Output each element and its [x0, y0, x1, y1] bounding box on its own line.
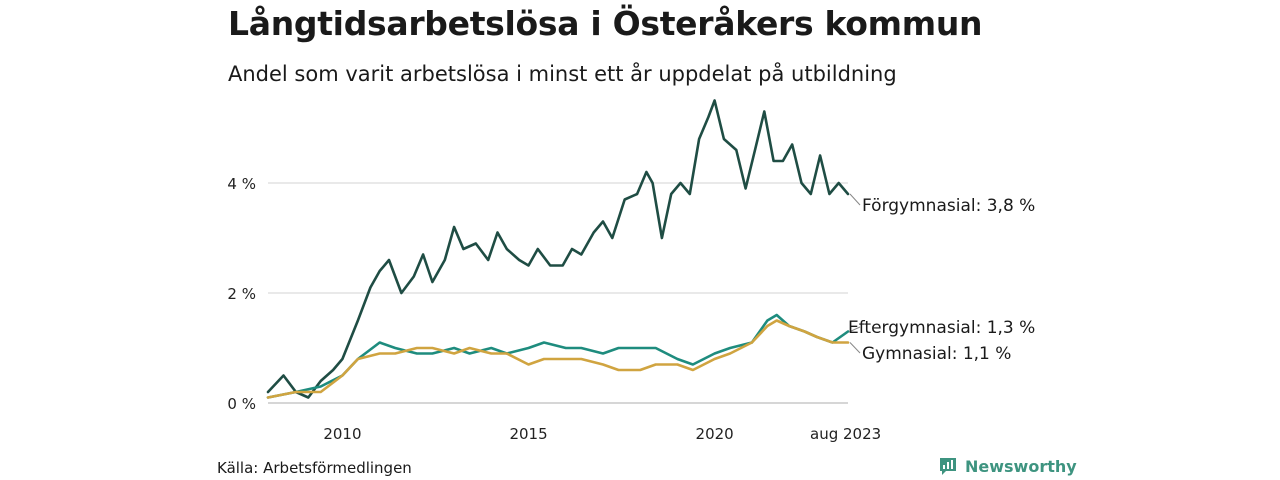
label-leader	[849, 326, 861, 332]
chart-subtitle: Andel som varit arbetslösa i minst ett å…	[228, 62, 897, 86]
series-line-förgymnasial	[266, 99, 850, 399]
series-end-label: Eftergymnasial: 1,3 %	[848, 318, 1035, 338]
series-end-label: Förgymnasial: 3,8 %	[862, 196, 1035, 216]
y-tick-label: 2 %	[227, 285, 256, 303]
y-tick-label: 0 %	[227, 395, 256, 413]
newsworthy-logo-icon	[940, 458, 956, 475]
label-leader	[849, 193, 861, 206]
x-tick-label: 2020	[696, 425, 734, 443]
series-lines	[266, 99, 850, 399]
series-end-labels: Förgymnasial: 3,8 % Eftergymnasial: 1,3 %…	[848, 193, 1035, 364]
brand-logo: Newsworthy	[938, 456, 1077, 476]
source-note: Källa: Arbetsförmedlingen	[217, 459, 412, 477]
x-axis-labels: 2010 2015 2020 aug 2023	[323, 425, 881, 443]
brand-name: Newsworthy	[965, 456, 1077, 476]
series-line-eftergymnasial	[266, 313, 850, 399]
series-line-gymnasial	[266, 319, 850, 399]
x-tick-label: aug 2023	[810, 425, 881, 443]
y-tick-label: 4 %	[227, 175, 256, 193]
x-tick-label: 2015	[509, 425, 547, 443]
label-leader	[849, 342, 861, 354]
chart-title: Långtidsarbetslösa i Österåkers kommun	[228, 4, 983, 43]
x-tick-label: 2010	[323, 425, 361, 443]
series-end-label: Gymnasial: 1,1 %	[862, 344, 1011, 364]
gridlines	[268, 182, 848, 404]
y-axis-labels: 0 % 2 % 4 %	[227, 175, 256, 413]
